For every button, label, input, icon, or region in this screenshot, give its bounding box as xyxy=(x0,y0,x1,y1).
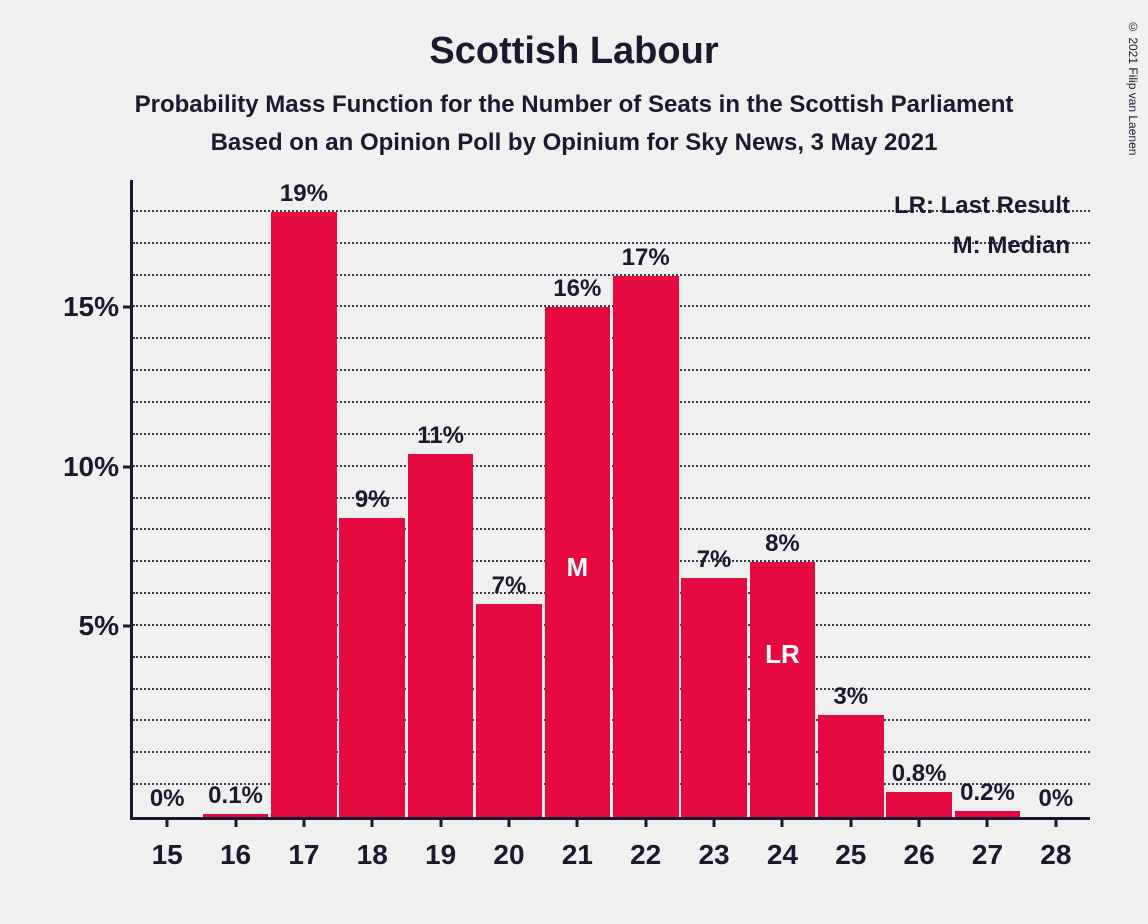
bar-value-label: 0.8% xyxy=(892,760,947,788)
bar: 3% xyxy=(818,715,884,817)
bar-value-label: 0.2% xyxy=(960,779,1015,807)
bar-slot: 0.1%16 xyxy=(201,180,269,817)
x-axis-label: 23 xyxy=(698,839,729,871)
plot-area: 5%10%15% 0%150.1%1619%179%1811%197%2016%… xyxy=(130,180,1090,820)
bar-slot: 0.2%27 xyxy=(953,180,1021,817)
bar-value-label: 0% xyxy=(150,785,185,813)
bar-slot: 0%15 xyxy=(133,180,201,817)
x-axis-label: 16 xyxy=(220,839,251,871)
bar-value-label: 19% xyxy=(280,180,328,208)
bar: 7% xyxy=(476,604,542,817)
x-axis-label: 24 xyxy=(767,839,798,871)
bar-slot: 19%17 xyxy=(270,180,338,817)
bar: 0.8% xyxy=(886,792,952,817)
x-axis-tick-mark xyxy=(439,817,442,827)
bar-value-label: 16% xyxy=(553,275,601,303)
x-axis-tick-mark xyxy=(713,817,716,827)
x-axis-tick-mark xyxy=(576,817,579,827)
bar-slot: 0.8%26 xyxy=(885,180,953,817)
chart-title: Scottish Labour xyxy=(50,30,1098,73)
x-axis-tick-mark xyxy=(644,817,647,827)
x-axis-label: 27 xyxy=(972,839,1003,871)
bar-value-label: 0.1% xyxy=(208,782,263,810)
bar-slot: 16%M21 xyxy=(543,180,611,817)
x-axis-label: 25 xyxy=(835,839,866,871)
x-axis-tick-mark xyxy=(986,817,989,827)
bar-slot: 7%23 xyxy=(680,180,748,817)
bar-value-label: 17% xyxy=(622,244,670,272)
bar-value-label: 11% xyxy=(417,422,464,450)
x-axis-tick-mark xyxy=(302,817,305,827)
bar-slot: 7%20 xyxy=(475,180,543,817)
x-axis-label: 17 xyxy=(288,839,319,871)
x-axis-label: 18 xyxy=(357,839,388,871)
bar-value-label: 7% xyxy=(492,572,527,600)
bar: 17% xyxy=(613,276,679,817)
bar-slot: 0%28 xyxy=(1022,180,1090,817)
y-axis-tick: 10% xyxy=(63,451,133,483)
bar-marker: M xyxy=(566,552,588,583)
x-axis-tick-mark xyxy=(507,817,510,827)
x-axis-tick-mark xyxy=(918,817,921,827)
x-axis-tick-mark xyxy=(781,817,784,827)
legend-item: LR: Last Result xyxy=(894,192,1070,220)
x-axis-label: 26 xyxy=(904,839,935,871)
bar-value-label: 8% xyxy=(765,530,800,558)
x-axis-label: 22 xyxy=(630,839,661,871)
bar: 11% xyxy=(408,454,474,817)
x-axis-label: 19 xyxy=(425,839,456,871)
x-axis-tick-mark xyxy=(234,817,237,827)
bar-slot: 17%22 xyxy=(612,180,680,817)
bar: 8%LR xyxy=(750,562,816,817)
bar-slot: 11%19 xyxy=(406,180,474,817)
x-axis-tick-mark xyxy=(1054,817,1057,827)
x-axis-tick-mark xyxy=(849,817,852,827)
bar-value-label: 3% xyxy=(833,683,868,711)
legend-item: M: Median xyxy=(953,232,1070,260)
x-axis-tick-mark xyxy=(371,817,374,827)
bar-slot: 9%18 xyxy=(338,180,406,817)
bar: 9% xyxy=(339,518,405,817)
x-axis-label: 20 xyxy=(493,839,524,871)
bar-value-label: 0% xyxy=(1039,785,1074,813)
x-axis-label: 28 xyxy=(1040,839,1071,871)
copyright-text: © 2021 Filip van Laenen xyxy=(1126,20,1140,155)
y-axis-tick: 15% xyxy=(63,291,133,323)
bar: 7% xyxy=(681,578,747,817)
chart-container: © 2021 Filip van Laenen Scottish Labour … xyxy=(0,0,1148,924)
x-axis-tick-mark xyxy=(166,817,169,827)
y-axis-tick: 5% xyxy=(79,610,133,642)
bar-slot: 8%LR24 xyxy=(748,180,816,817)
chart-subtitle-2: Based on an Opinion Poll by Opinium for … xyxy=(50,129,1098,157)
bar-marker: LR xyxy=(765,639,800,670)
x-axis-label: 15 xyxy=(152,839,183,871)
chart-subtitle-1: Probability Mass Function for the Number… xyxy=(50,91,1098,119)
bar-value-label: 7% xyxy=(697,546,732,574)
bar: 19% xyxy=(271,212,337,817)
bars-group: 0%150.1%1619%179%1811%197%2016%M2117%227… xyxy=(133,180,1090,817)
bar-slot: 3%25 xyxy=(817,180,885,817)
bar-value-label: 9% xyxy=(355,486,390,514)
bar: 16%M xyxy=(545,307,611,817)
x-axis-label: 21 xyxy=(562,839,593,871)
